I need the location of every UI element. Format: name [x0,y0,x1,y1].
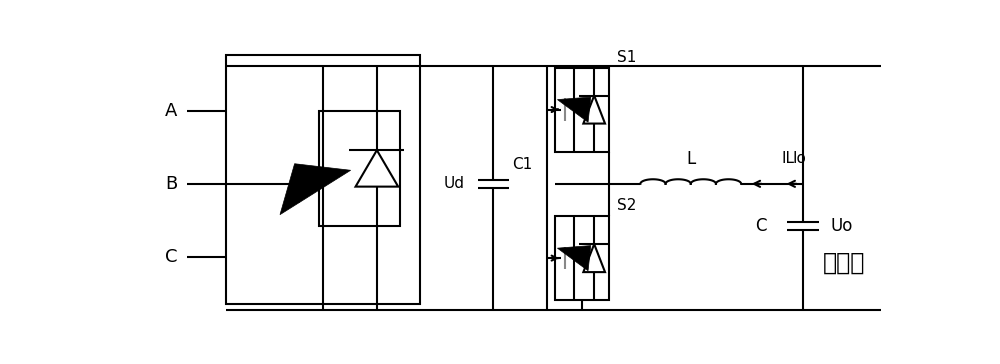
Text: 输出侧: 输出侧 [822,250,865,274]
Polygon shape [356,150,398,187]
Bar [226,55,420,304]
Polygon shape [583,95,605,123]
Polygon shape [557,97,591,122]
Text: L: L [686,150,695,167]
Text: Uo: Uo [830,217,853,235]
Polygon shape [583,244,605,272]
Bar [555,216,609,300]
Text: S2: S2 [617,198,637,213]
Text: C: C [755,217,766,235]
Text: B: B [165,175,178,193]
Text: C: C [165,248,178,266]
Text: Io: Io [792,151,806,166]
Text: Ud: Ud [444,176,465,191]
Text: A: A [165,102,178,120]
Polygon shape [280,164,351,215]
Text: IL: IL [781,151,794,166]
Text: C1: C1 [512,157,533,172]
Text: S1: S1 [617,50,637,65]
Bar [555,67,609,151]
Bar [319,111,400,226]
Polygon shape [557,246,591,271]
